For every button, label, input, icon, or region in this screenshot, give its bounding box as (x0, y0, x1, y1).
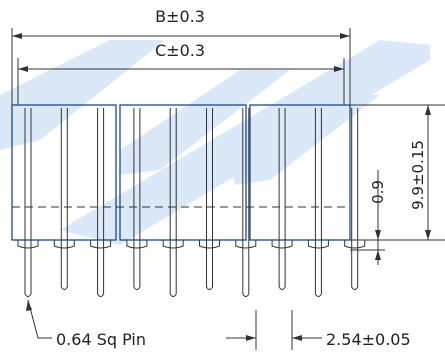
pin (351, 108, 359, 290)
pin (97, 108, 105, 297)
pin (242, 108, 250, 297)
dimension-height: 9.9±0.15 (350, 104, 445, 241)
pin (60, 108, 68, 290)
pin-shoulder (199, 240, 220, 249)
pin (206, 108, 213, 290)
connector-body (11, 104, 351, 241)
pin (24, 108, 32, 297)
dimension-pitch: 2.54±0.05 (226, 310, 411, 350)
pin (133, 108, 141, 290)
b-dimension-label: B±0.3 (155, 7, 205, 26)
pin-callout: 0.64 Sq Pin (26, 299, 146, 349)
offset-dimension-label: 0.9 (369, 180, 387, 204)
pin-shoulder (126, 240, 148, 249)
pin-shoulder (162, 240, 184, 249)
dimension-c: C±0.3 (17, 41, 345, 105)
dimension-b: B±0.3 (11, 7, 351, 105)
dimension-offset: 0.9 (350, 170, 387, 265)
pin-row (17, 108, 366, 297)
pin-size-label: 0.64 Sq Pin (56, 330, 146, 349)
pin-shoulder (344, 240, 366, 249)
pin (314, 108, 322, 297)
pin-shoulder (271, 240, 293, 249)
pin-shoulder (235, 240, 257, 249)
pin-shoulder (90, 240, 112, 249)
pitch-dimension-label: 2.54±0.05 (326, 330, 411, 349)
pin-shoulder (53, 240, 75, 249)
pin-shoulder (307, 240, 329, 249)
pin (169, 108, 177, 297)
pin (278, 108, 286, 290)
pin-shoulder (17, 240, 39, 249)
c-dimension-label: C±0.3 (155, 41, 205, 60)
height-dimension-label: 9.9±0.15 (409, 140, 427, 210)
watermark-graphic (0, 40, 430, 245)
